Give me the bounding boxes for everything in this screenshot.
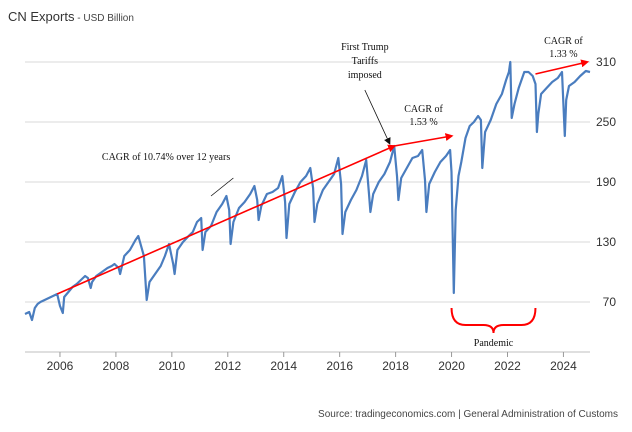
trend-arrow-2023-2024 — [535, 59, 590, 75]
tariffs-label: First Trump — [341, 42, 389, 53]
cagr-label-2006-2018: CAGR of 10.74% over 12 years — [102, 152, 230, 163]
x-tick-label: 2022 — [494, 359, 521, 373]
chart-title-separator: - — [74, 13, 84, 24]
pandemic-label: Pandemic — [474, 338, 514, 349]
source-note: Source: tradingeconomics.com | General A… — [318, 409, 618, 420]
x-tick-label: 2024 — [550, 359, 577, 373]
x-tick-label: 2020 — [438, 359, 465, 373]
y-tick-label: 70 — [603, 295, 617, 309]
trend-arrow-2018-2020 — [394, 133, 454, 147]
cagr-label-2018-2020: 1.53 % — [409, 117, 437, 128]
chart-title: CN Exports - USD Billion — [8, 8, 134, 26]
x-tick-label: 2012 — [214, 359, 241, 373]
x-tick-label: 2010 — [158, 359, 185, 373]
trend-arrow-2006-2018 — [56, 144, 397, 295]
y-tick-label: 310 — [596, 55, 616, 69]
x-tick-label: 2016 — [326, 359, 353, 373]
chart-title-main: CN Exports — [8, 9, 75, 24]
cagr-label-2023-2024: CAGR of — [544, 36, 583, 47]
cagr-label-2018-2020: CAGR of — [404, 104, 443, 115]
x-tick-label: 2018 — [382, 359, 409, 373]
y-tick-label: 130 — [596, 235, 616, 249]
x-tick-label: 2006 — [47, 359, 74, 373]
y-tick-label: 190 — [596, 175, 616, 189]
tariffs-label: imposed — [348, 70, 382, 81]
chart-subtitle: USD Billion — [83, 13, 134, 24]
x-tick-label: 2014 — [270, 359, 297, 373]
x-tick-label: 2008 — [103, 359, 130, 373]
cagr-label-2023-2024: 1.33 % — [549, 49, 577, 60]
tariffs-pointer-arrow — [364, 89, 391, 145]
cagr-label-pointer — [210, 177, 234, 197]
y-tick-label: 250 — [596, 115, 616, 129]
series-line-cn-exports — [24, 60, 591, 322]
tariffs-label: Tariffs — [352, 56, 378, 67]
pandemic-brace — [450, 307, 537, 334]
